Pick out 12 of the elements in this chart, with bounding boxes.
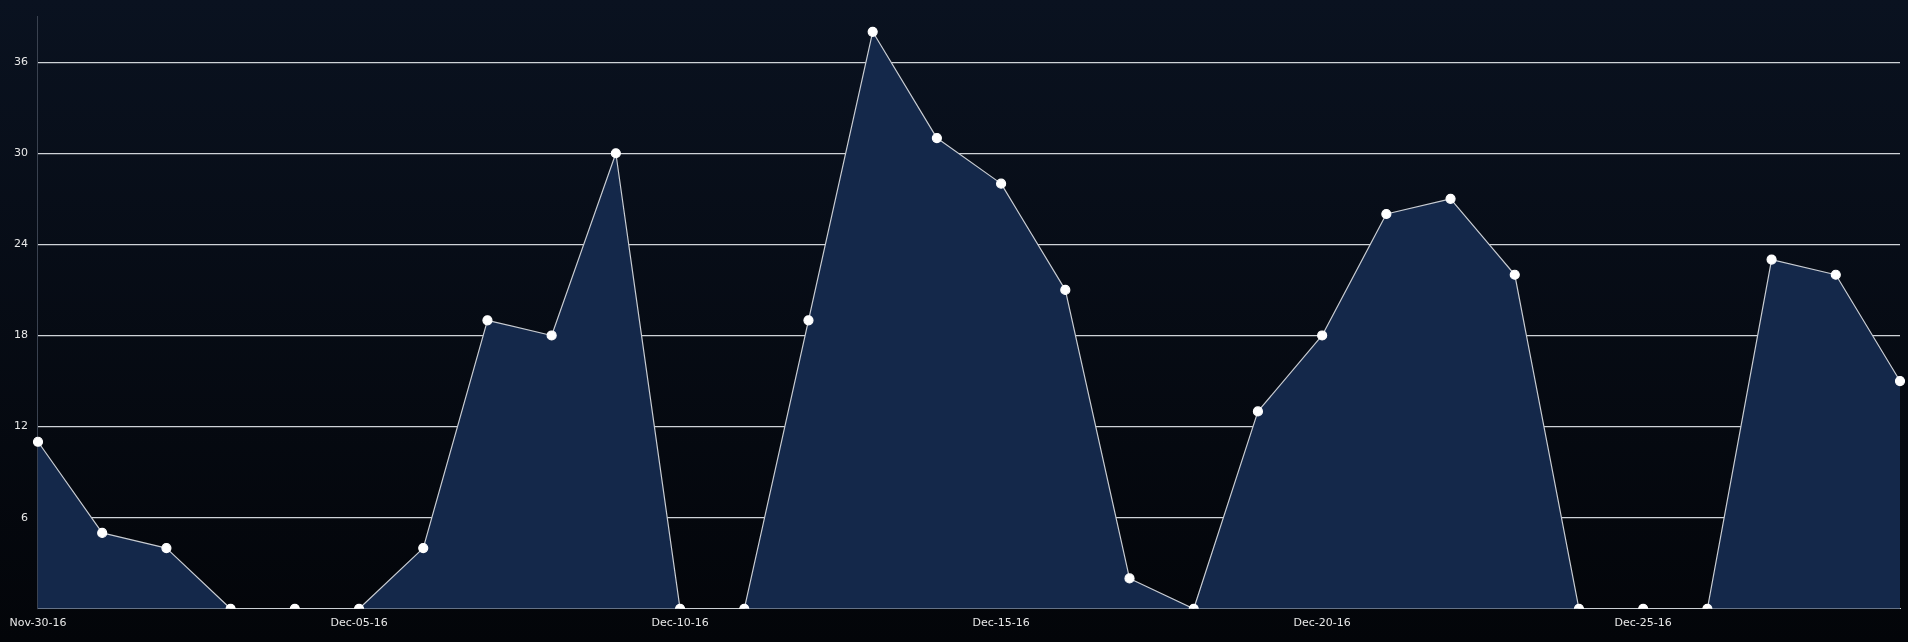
x-tick-label: Dec-15-16 [972,616,1030,630]
y-tick-label: 24 [14,237,28,251]
x-tick-label: Dec-05-16 [330,616,388,630]
y-tick-label: 12 [14,419,28,433]
y-tick-label: 30 [14,146,28,160]
y-tick-label: 36 [14,55,28,69]
y-tick-label: 6 [21,510,28,524]
y-tick-label: 18 [14,328,28,342]
x-tick-label: Dec-10-16 [651,616,709,630]
x-tick-label: Dec-25-16 [1614,616,1672,630]
x-tick-label: Nov-30-16 [9,616,67,630]
x-tick-label: Dec-20-16 [1293,616,1351,630]
